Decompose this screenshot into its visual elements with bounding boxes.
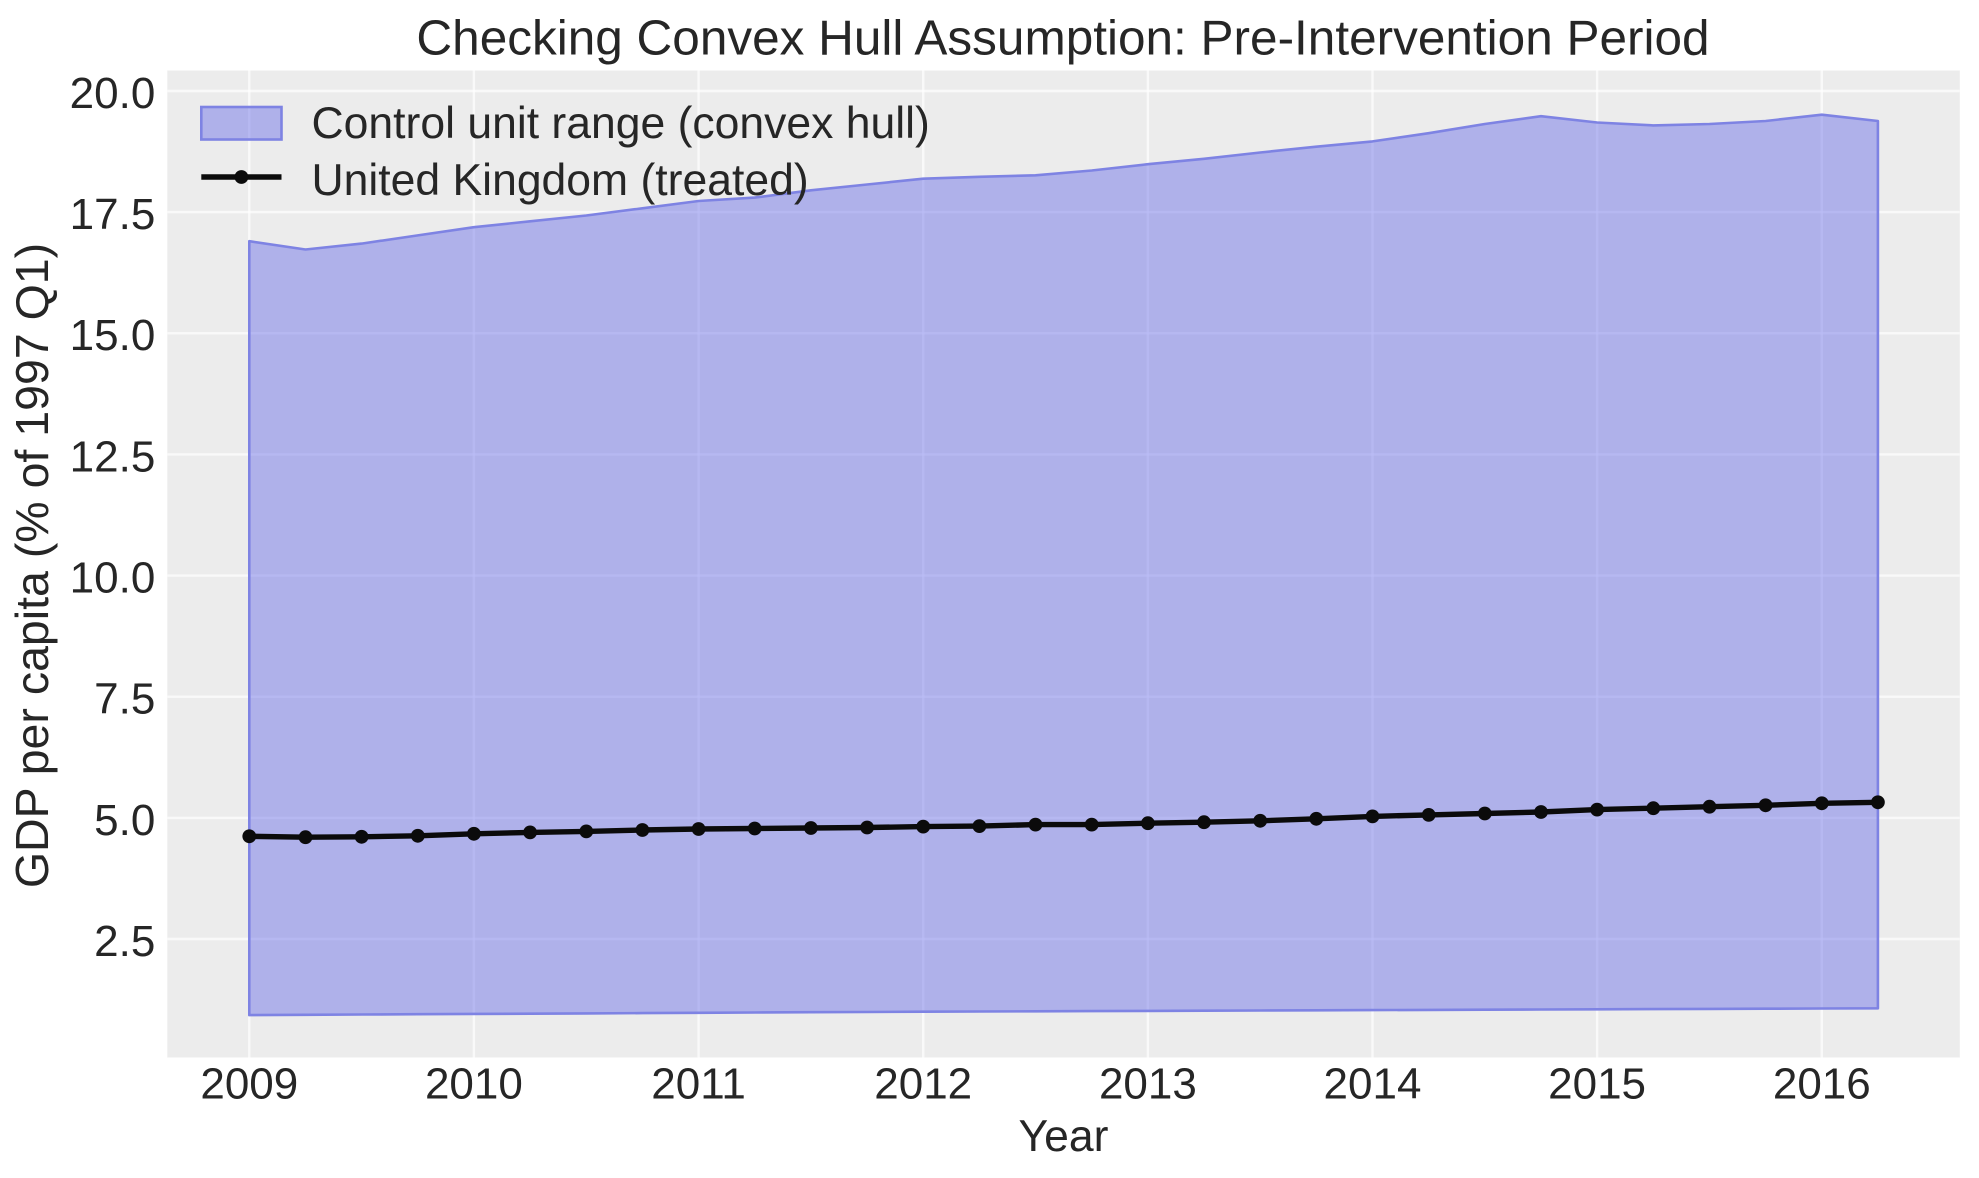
svg-text:7.5: 7.5 [94, 675, 155, 724]
svg-text:2.5: 2.5 [94, 917, 155, 966]
svg-text:2011: 2011 [651, 1060, 746, 1109]
svg-text:12.5: 12.5 [70, 432, 156, 481]
svg-text:2012: 2012 [874, 1060, 972, 1109]
svg-text:2010: 2010 [425, 1060, 523, 1109]
svg-text:Year: Year [1019, 1112, 1109, 1161]
svg-text:GDP per capita (% of 1997 Q1): GDP per capita (% of 1997 Q1) [6, 243, 58, 888]
svg-text:5.0: 5.0 [94, 796, 155, 845]
svg-text:2014: 2014 [1324, 1060, 1422, 1109]
svg-text:2015: 2015 [1548, 1060, 1646, 1109]
svg-text:20.0: 20.0 [70, 69, 156, 118]
svg-text:2016: 2016 [1773, 1060, 1871, 1109]
svg-text:United Kingdom (treated): United Kingdom (treated) [312, 156, 809, 205]
svg-text:2009: 2009 [200, 1060, 298, 1109]
svg-text:10.0: 10.0 [70, 554, 156, 603]
svg-text:17.5: 17.5 [70, 190, 156, 239]
svg-text:Checking Convex Hull Assumptio: Checking Convex Hull Assumption: Pre-Int… [416, 10, 1709, 65]
svg-text:Control unit range (convex hul: Control unit range (convex hull) [312, 99, 930, 148]
svg-text:2013: 2013 [1099, 1060, 1197, 1109]
svg-text:15.0: 15.0 [70, 311, 156, 360]
